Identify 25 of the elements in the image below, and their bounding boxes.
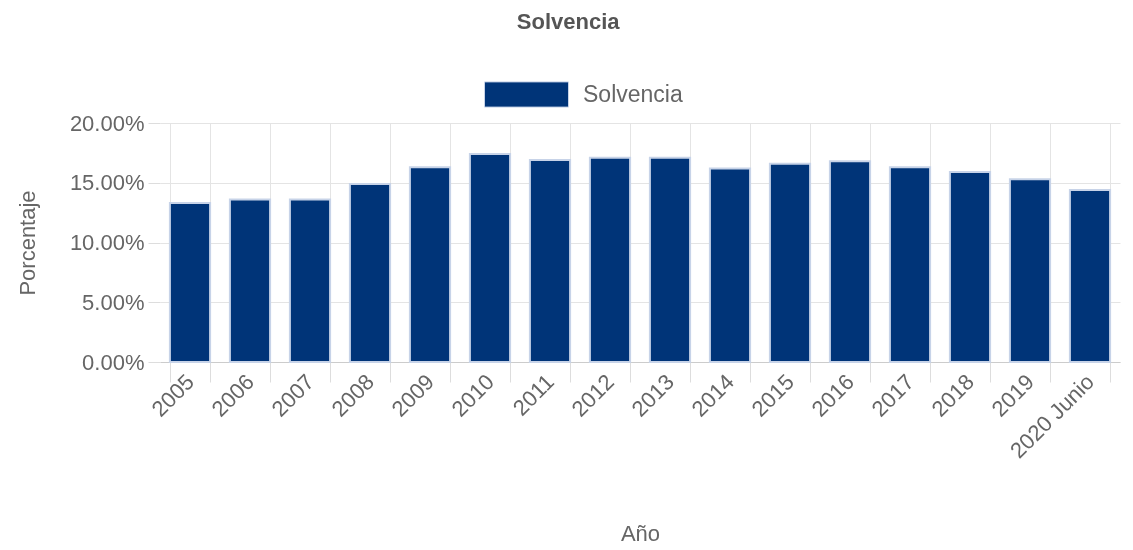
bar [408, 166, 452, 363]
bar [348, 182, 392, 363]
y-tick-label: 0.00% [82, 349, 145, 375]
bar [468, 153, 512, 363]
legend-label: Solvencia [583, 80, 683, 107]
bar [168, 202, 212, 363]
x-axis-title: Año [620, 521, 661, 547]
bar [288, 198, 332, 363]
bar [228, 198, 272, 363]
y-tick-label: 10.00% [69, 230, 145, 255]
y-axis-title: Porcentaje [14, 190, 40, 296]
y-tick-label: 15.00% [69, 170, 145, 196]
bar [828, 160, 872, 363]
chart-title: Solvencia [516, 9, 621, 34]
y-tick-label: 20.00% [69, 110, 145, 136]
bar [888, 166, 932, 363]
bar [648, 156, 692, 363]
bar [1068, 188, 1112, 363]
bar [768, 162, 812, 363]
bar [948, 171, 992, 363]
bar [528, 159, 572, 363]
y-tick-label: 5.00% [82, 289, 145, 315]
bar [588, 156, 632, 363]
bar [708, 167, 752, 363]
bar [1008, 178, 1052, 363]
